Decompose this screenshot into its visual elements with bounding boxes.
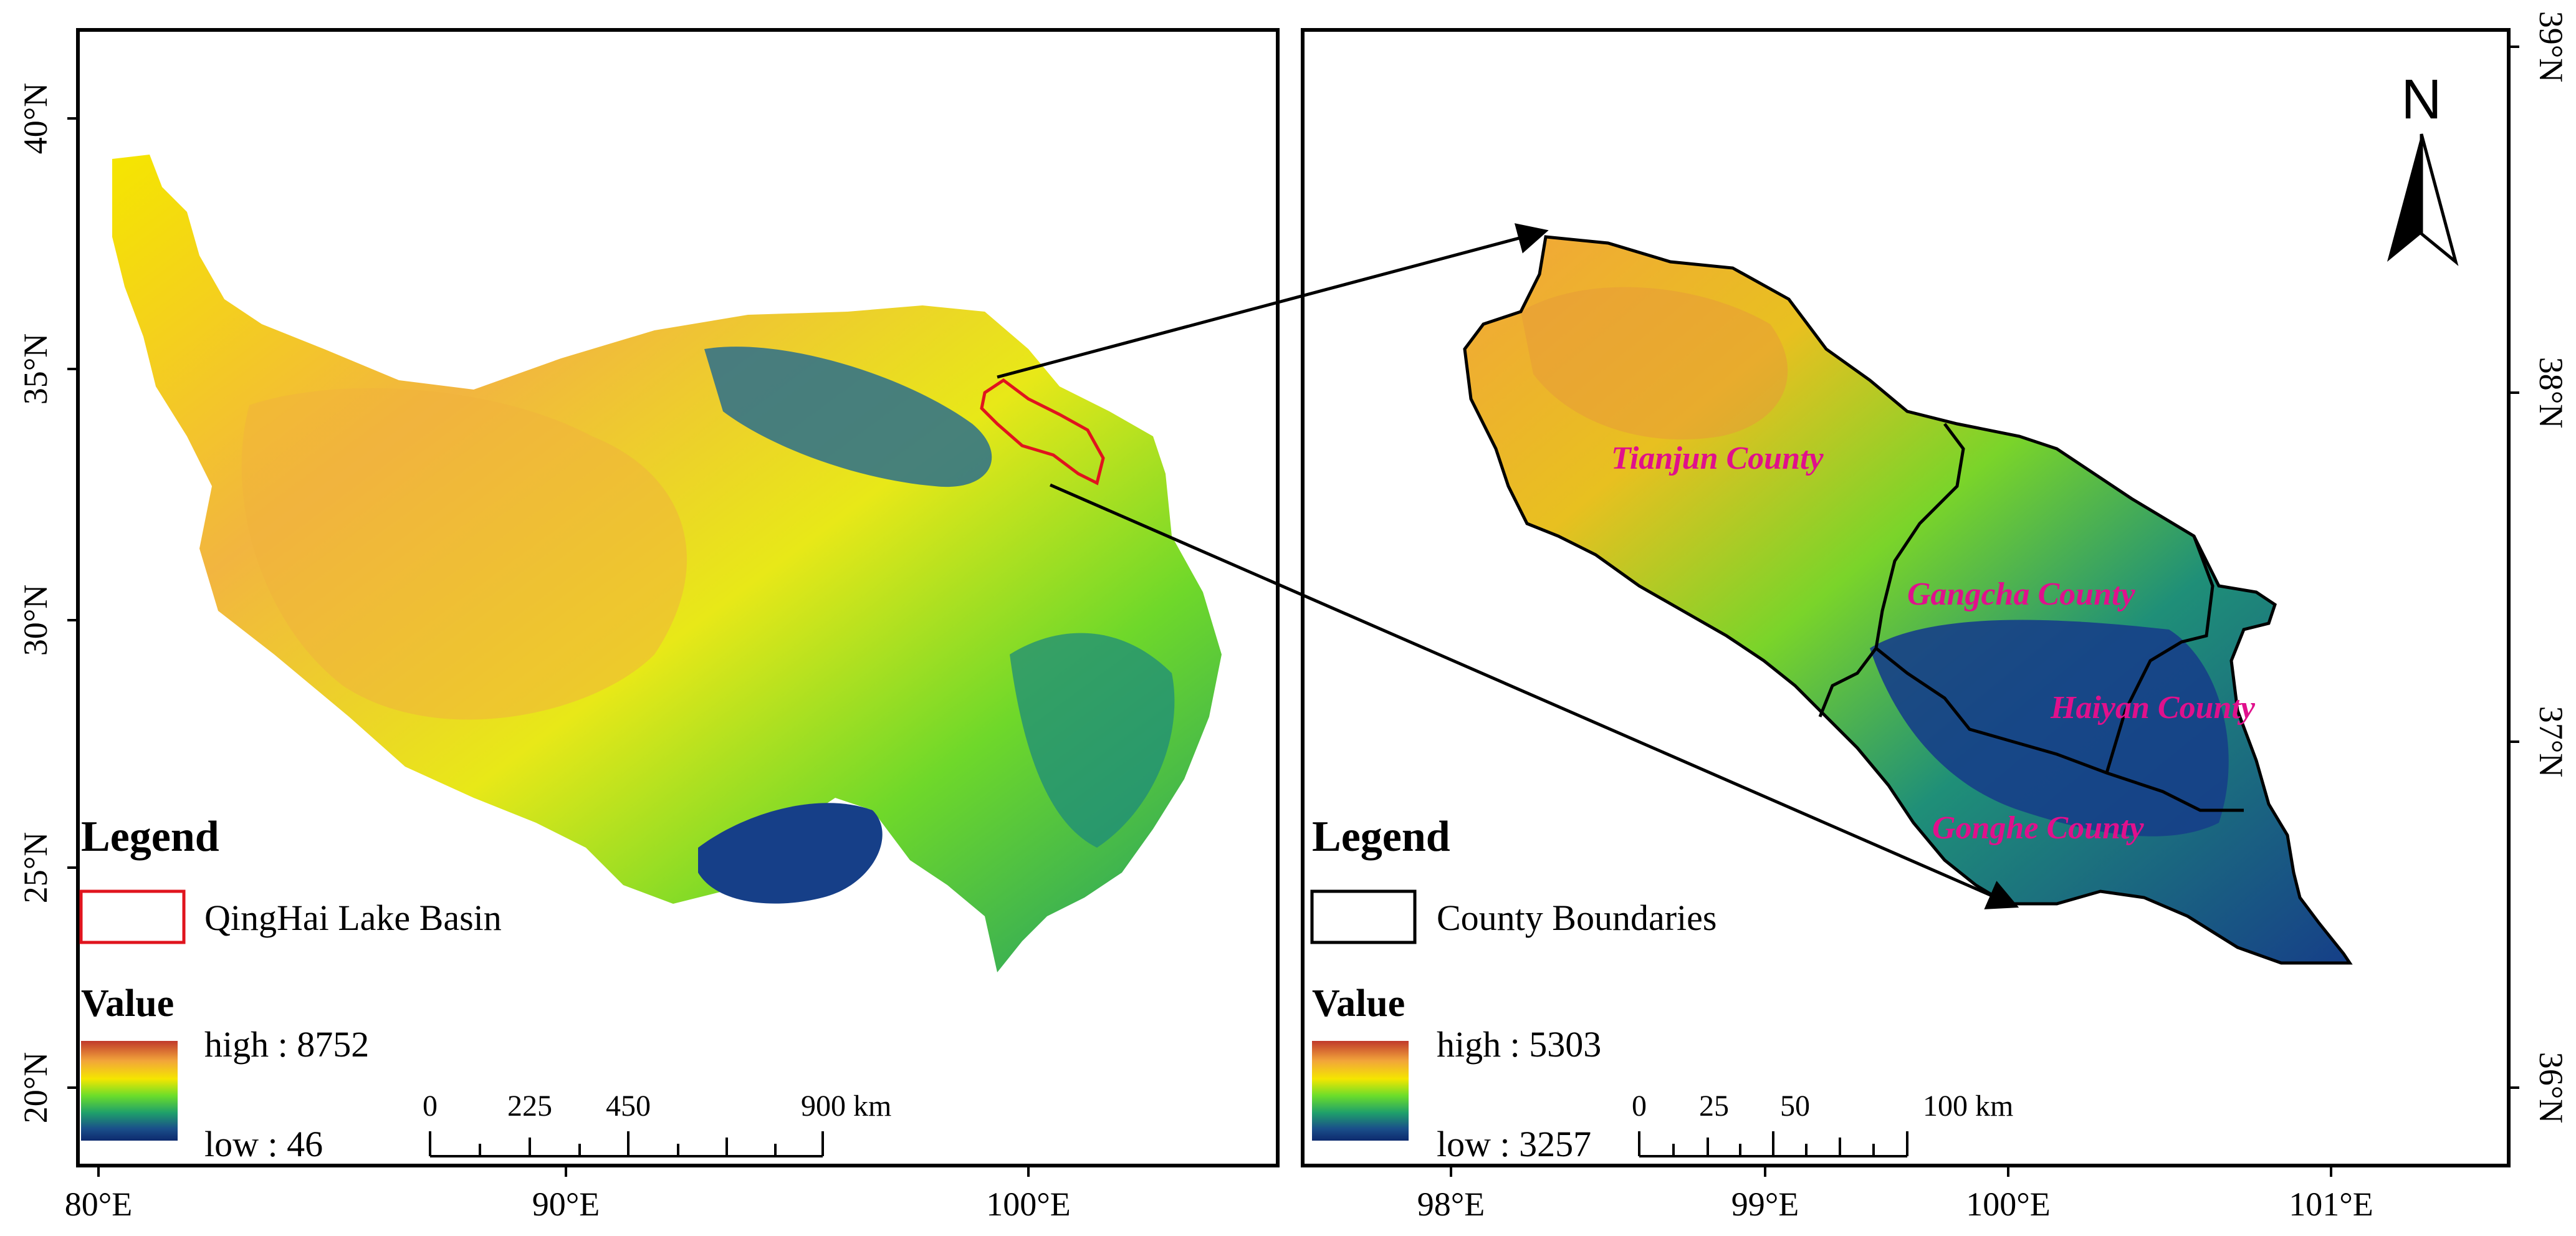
lon-tick-label: 98°E (1417, 1186, 1485, 1223)
southeast-lowland (698, 803, 883, 904)
scale-label: 450 (606, 1090, 651, 1123)
lon-tick-label: 80°E (65, 1186, 133, 1223)
right-scale-bar: 0 25 50 100 km (1632, 1090, 2013, 1157)
right-map-panel: Tianjun County Gangcha County Haiyan Cou… (1301, 11, 2570, 1223)
lat-tick-label: 37°N (2532, 706, 2570, 778)
connector-arrow-top (997, 223, 1549, 379)
scale-label: 0 (423, 1090, 438, 1123)
scale-label: 0 (1632, 1090, 1647, 1123)
high-label: high : 5303 (1437, 1024, 1601, 1065)
scale-label: 25 (1699, 1090, 1729, 1123)
lon-tick-label: 100°E (986, 1186, 1071, 1223)
lon-tick-label: 99°E (1731, 1186, 1799, 1223)
eastern-lowland (1010, 633, 1175, 848)
left-map-panel: 80°E 90°E 100°E 20°N 25°N 30°N 35°N 40°N… (17, 28, 1280, 1223)
county-label-gangcha: Gangcha County (1907, 577, 2135, 612)
lat-tick-label: 38°N (2532, 357, 2570, 429)
right-legend: Legend County Boundaries Value high : 53… (1310, 813, 1717, 1164)
boundary-legend-swatch (1310, 889, 1417, 944)
left-scale-bar: 0 225 450 900 km (423, 1090, 891, 1157)
county-boundaries (1463, 235, 2353, 965)
value-title: Value (81, 982, 174, 1025)
scale-label: 50 (1780, 1090, 1810, 1123)
lat-tick-label: 20°N (17, 1052, 54, 1124)
county-label-gonghe: Gonghe County (1932, 810, 2144, 846)
lon-tick-label: 90°E (532, 1186, 600, 1223)
low-label: low : 3257 (1437, 1124, 1591, 1164)
lat-tick-label: 35°N (17, 333, 54, 405)
connector-arrow-bottom (1050, 483, 2019, 909)
left-legend: Legend QingHai Lake Basin Value high : 8… (79, 813, 502, 1164)
basin-legend-label: QingHai Lake Basin (204, 898, 502, 938)
highland-region (241, 388, 687, 720)
north-label: N (2401, 69, 2442, 131)
left-lat-axis: 20°N 25°N 30°N 35°N 40°N (17, 83, 78, 1124)
legend-title: Legend (81, 813, 219, 861)
scale-label: 900 km (801, 1090, 891, 1123)
high-label: high : 8752 (204, 1024, 369, 1065)
scale-label: 225 (507, 1090, 552, 1123)
scale-label: 100 km (1923, 1090, 2013, 1123)
lat-tick-label: 36°N (2532, 1052, 2570, 1124)
left-lon-axis: 80°E 90°E 100°E (65, 1166, 1071, 1223)
elevation-ramp (1312, 1041, 1409, 1141)
lat-tick-label: 30°N (17, 585, 54, 656)
qinghai-lake-basin-outline (980, 378, 1105, 486)
lon-tick-label: 100°E (1966, 1186, 2051, 1223)
north-arrow-icon (2387, 134, 2421, 262)
lat-tick-label: 40°N (17, 83, 54, 155)
legend-title: Legend (1312, 813, 1450, 861)
qaidam-basin (704, 347, 992, 487)
lat-tick-label: 25°N (17, 832, 54, 904)
county-label-tianjun: Tianjun County (1611, 441, 1824, 476)
right-lon-axis: 98°E 99°E 100°E 101°E (1417, 1166, 2373, 1223)
county-label-haiyan: Haiyan County (2050, 690, 2256, 726)
low-label: low : 46 (204, 1124, 323, 1164)
lon-tick-label: 101°E (2289, 1186, 2373, 1223)
zoom-connector-arrows (997, 223, 2019, 909)
basin-legend-swatch (79, 889, 186, 944)
elevation-ramp (81, 1041, 178, 1141)
north-arrow: N (2387, 69, 2459, 266)
lat-tick-label: 39°N (2532, 11, 2570, 83)
right-lat-axis: 36°N 37°N 38°N 39°N (2509, 11, 2570, 1124)
boundary-legend-label: County Boundaries (1437, 898, 1717, 938)
northwest-highland (1521, 287, 1788, 440)
value-title: Value (1312, 982, 1405, 1025)
